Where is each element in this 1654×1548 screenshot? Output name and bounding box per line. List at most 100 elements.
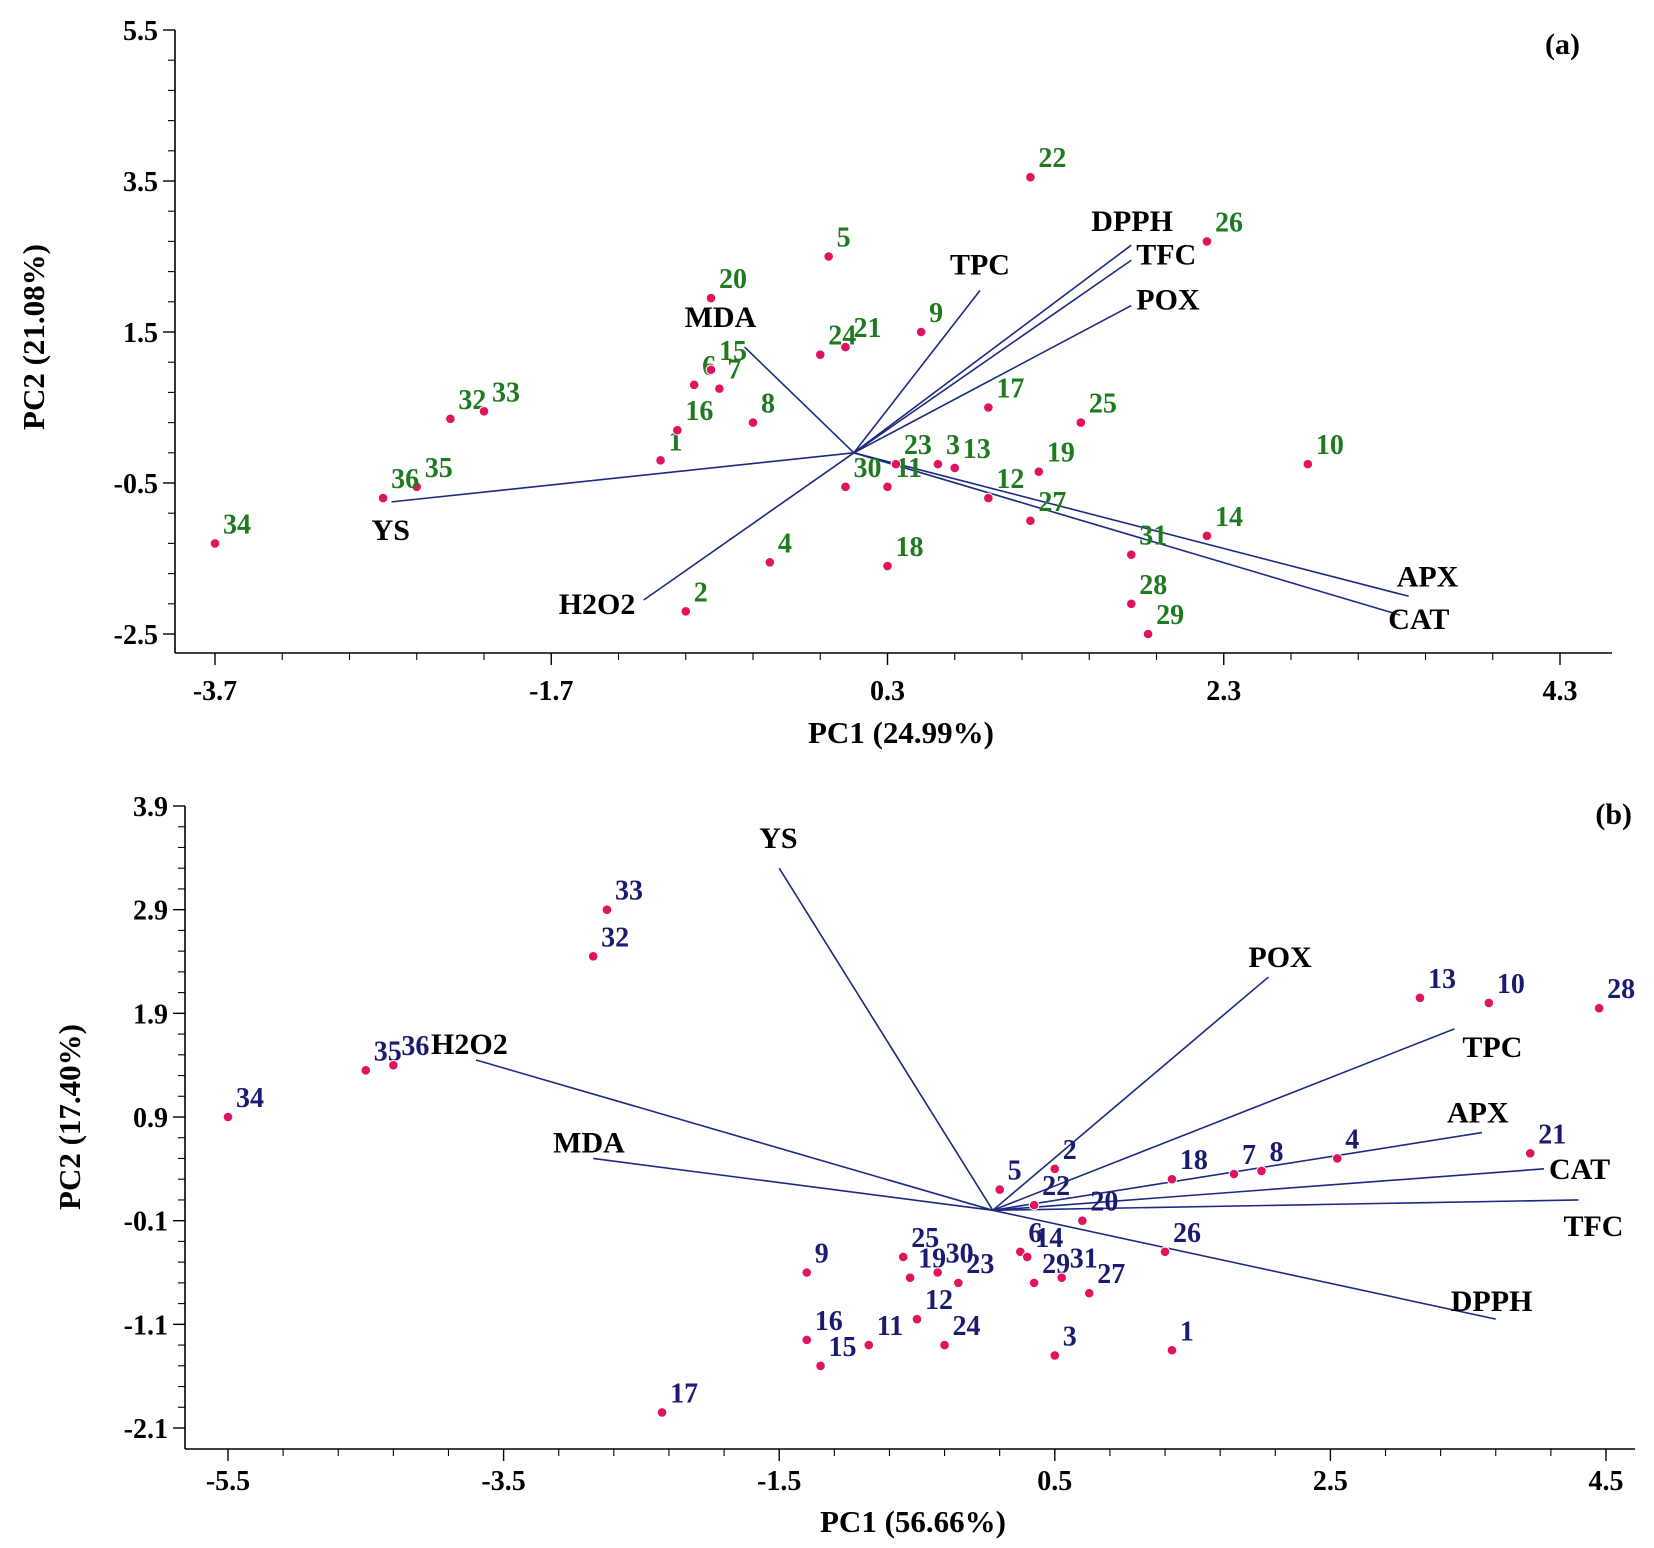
vector-label: TPC	[950, 248, 1010, 281]
data-point	[1056, 1272, 1067, 1283]
vector-label: TFC	[1563, 1210, 1623, 1243]
x-axis-title: PC1 (24.99%)	[808, 715, 994, 750]
vector-label: TPC	[1462, 1031, 1522, 1064]
loading-vector	[475, 1059, 994, 1212]
data-point	[1083, 1287, 1095, 1299]
point-label: 10	[1497, 969, 1525, 1000]
data-point	[1593, 1002, 1605, 1014]
loading-vector	[992, 1168, 1545, 1212]
panel-a-biplot: -2.5 -0.5 1.5 3.5 5.5 -3.7 -1.7 0.3 2.3 4.3 PC1 (2…	[16, 16, 1612, 750]
data-point	[1025, 515, 1036, 527]
y-tick-label: 3.5	[123, 167, 158, 198]
data-point	[863, 1339, 875, 1351]
data-point	[705, 364, 717, 376]
point-label: 20	[719, 264, 747, 295]
data-point	[655, 455, 666, 466]
loading-vector	[853, 452, 1409, 598]
point-label: 1	[1180, 1316, 1194, 1347]
loading-vector	[643, 452, 855, 601]
data-point	[680, 606, 692, 617]
data-point	[801, 1267, 813, 1278]
y-tick-label: -2.5	[114, 620, 158, 651]
loading-vector	[992, 1209, 1496, 1320]
data-point	[840, 341, 851, 353]
loading-vector	[853, 289, 981, 454]
point-label: 22	[1042, 1171, 1070, 1202]
data-point	[1021, 1251, 1033, 1263]
loading-vector	[853, 452, 1401, 616]
point-label: 12	[996, 464, 1024, 495]
point-label: 35	[425, 453, 453, 484]
x-tick-label: -1.5	[757, 1466, 801, 1497]
x-axis-title: PC1 (56.66%)	[820, 1504, 1006, 1539]
loading-vector	[778, 867, 994, 1211]
data-point	[897, 1251, 909, 1263]
data-point	[801, 1334, 813, 1346]
panel-label: (a)	[1545, 28, 1580, 61]
y-tick-label: 3.9	[133, 792, 168, 823]
point-label: 34	[236, 1083, 264, 1114]
point-label: 33	[492, 377, 520, 408]
x-tick-label: -3.5	[481, 1466, 525, 1497]
point-label: 22	[1038, 143, 1066, 174]
point-label: 28	[1607, 974, 1635, 1005]
point-label: 4	[778, 528, 792, 559]
data-point	[656, 1407, 668, 1418]
data-point	[1228, 1168, 1240, 1180]
vector-label: YS	[372, 514, 410, 547]
point-label: 26	[1173, 1218, 1201, 1249]
point-label: 11	[896, 453, 922, 484]
data-point	[882, 481, 893, 493]
data-point	[1075, 417, 1087, 428]
x-tick-label: 2.3	[1206, 676, 1241, 707]
data-point	[377, 492, 389, 504]
vector-label: H2O2	[431, 1028, 508, 1061]
vector-label: MDA	[553, 1126, 625, 1159]
point-label: 30	[853, 453, 881, 484]
loading-vector	[391, 452, 854, 503]
point-label: 3	[1063, 1321, 1077, 1352]
point-label: 13	[1428, 964, 1456, 995]
vector-label: MDA	[685, 301, 757, 334]
vector-label: H2O2	[559, 588, 636, 621]
point-label: 12	[925, 1285, 953, 1316]
data-point	[587, 951, 599, 962]
data-point	[911, 1313, 923, 1325]
vector-label: DPPH	[1451, 1285, 1533, 1318]
data-point	[445, 413, 456, 425]
point-label: 8	[1270, 1137, 1284, 1168]
point-label: 7	[1242, 1140, 1256, 1171]
data-point	[1142, 628, 1154, 640]
data-point	[1025, 171, 1036, 183]
data-point	[1201, 236, 1213, 247]
data-point	[1256, 1165, 1267, 1177]
y-tick-label: 5.5	[123, 16, 158, 47]
point-label: 34	[223, 509, 251, 540]
data-point	[1049, 1350, 1061, 1361]
point-label: 9	[815, 1239, 829, 1270]
panel-label: (b)	[1595, 798, 1632, 831]
data-point	[904, 1272, 916, 1283]
data-point	[814, 349, 826, 360]
loading-vector	[853, 304, 1132, 454]
point-label: 18	[1180, 1145, 1208, 1176]
point-label: 17	[670, 1378, 698, 1409]
data-point	[209, 538, 221, 549]
loading-vector	[853, 244, 1132, 454]
data-point	[1125, 598, 1137, 610]
vector-label: DPPH	[1091, 205, 1173, 238]
point-label: 24	[828, 321, 856, 352]
point-label: 13	[963, 434, 991, 465]
x-tick-label: 4.5	[1589, 1466, 1624, 1497]
y-tick-label: -2.1	[124, 1414, 168, 1445]
data-point	[1483, 997, 1495, 1009]
loading-vector	[992, 1028, 1455, 1212]
data-point	[360, 1065, 372, 1076]
data-point	[882, 560, 893, 572]
data-point	[1033, 466, 1045, 477]
point-label: 2	[1063, 1135, 1077, 1166]
point-label: 2	[694, 577, 708, 608]
data-point	[932, 458, 944, 470]
data-point	[1028, 1277, 1040, 1289]
point-label: 16	[685, 396, 713, 427]
